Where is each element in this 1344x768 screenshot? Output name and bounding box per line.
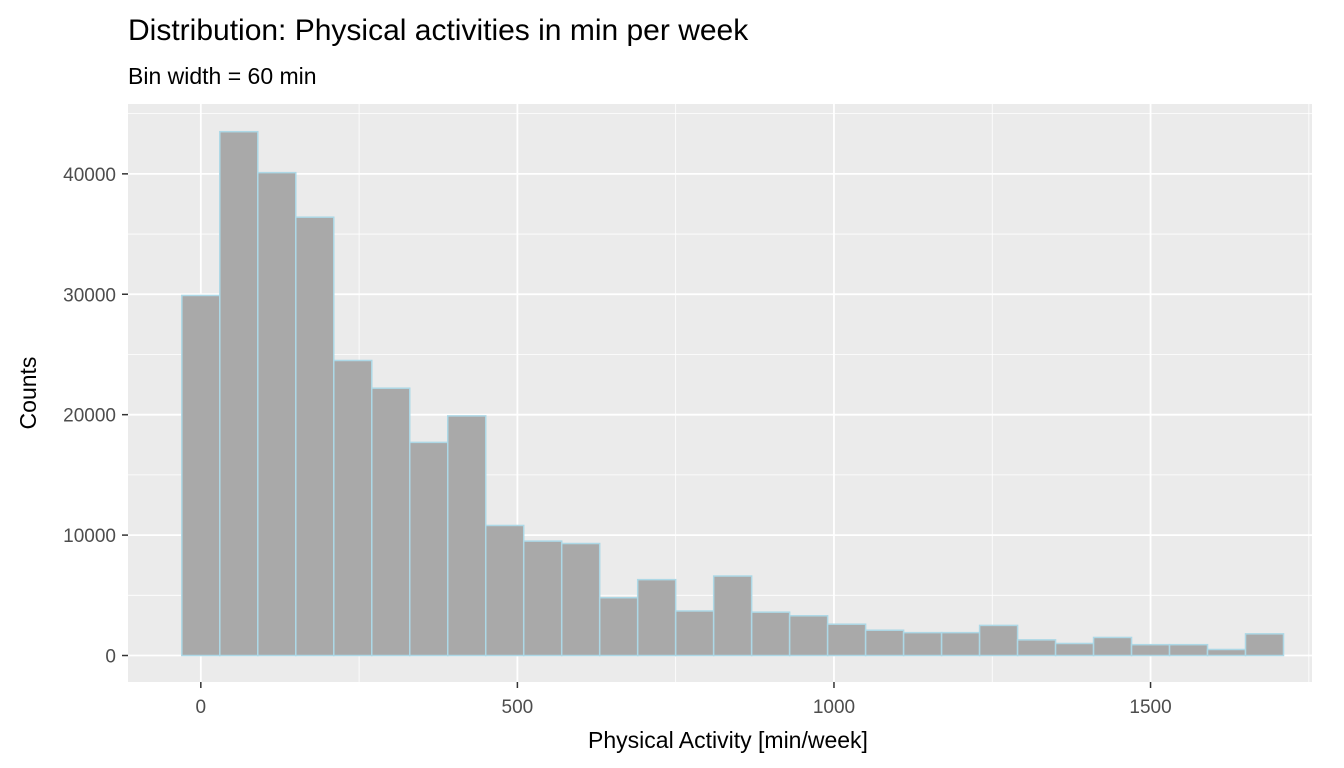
histogram-bar xyxy=(864,629,905,657)
histogram-bar xyxy=(940,631,981,657)
histogram-bar xyxy=(1016,639,1057,657)
histogram-bar xyxy=(598,596,639,657)
chart-subtitle: Bin width = 60 min xyxy=(128,63,317,89)
histogram-bar xyxy=(1130,643,1171,657)
histogram-bar xyxy=(181,294,221,657)
histogram-bar xyxy=(902,631,943,657)
histogram-bar xyxy=(1092,636,1133,657)
histogram-bar xyxy=(1054,642,1095,657)
x-tick-label: 1500 xyxy=(1129,697,1171,718)
histogram-bar xyxy=(219,130,259,657)
histogram-bar xyxy=(333,359,373,657)
histogram-bar xyxy=(1244,633,1285,657)
histogram-bar xyxy=(674,610,715,657)
x-tick-label: 0 xyxy=(196,697,207,718)
histogram-bar xyxy=(636,578,677,657)
chart-title: Distribution: Physical activities in min… xyxy=(128,14,749,47)
x-tick-label: 500 xyxy=(502,697,534,718)
histogram-bar xyxy=(1168,643,1209,657)
y-tick-label: 30000 xyxy=(63,285,116,306)
y-tick-label: 0 xyxy=(105,647,116,668)
histogram-bar xyxy=(409,441,449,657)
histogram-bar xyxy=(826,623,867,657)
x-tick-label: 1000 xyxy=(813,697,855,718)
y-axis-title: Counts xyxy=(15,357,41,430)
histogram-bar xyxy=(712,575,753,657)
histogram-bar xyxy=(750,611,791,657)
histogram-bar xyxy=(371,387,411,657)
histogram-bar xyxy=(484,524,525,657)
y-tick-label: 20000 xyxy=(63,406,116,427)
histogram-bar xyxy=(560,542,601,657)
histogram-bar xyxy=(978,624,1019,657)
histogram-bar xyxy=(446,415,487,657)
histogram-bar xyxy=(295,216,335,657)
x-axis-title: Physical Activity [min/week] xyxy=(588,727,868,753)
y-tick-label: 40000 xyxy=(63,165,116,186)
histogram-bar xyxy=(788,615,829,657)
x-axis: 0 500 1000 1500 xyxy=(196,682,1172,718)
histogram-bars xyxy=(181,130,1285,657)
y-axis: 0 10000 20000 30000 40000 xyxy=(63,165,128,668)
histogram-bar xyxy=(1206,648,1247,657)
y-tick-label: 10000 xyxy=(63,526,116,547)
histogram-bar xyxy=(522,540,563,657)
histogram-bar xyxy=(257,171,297,657)
